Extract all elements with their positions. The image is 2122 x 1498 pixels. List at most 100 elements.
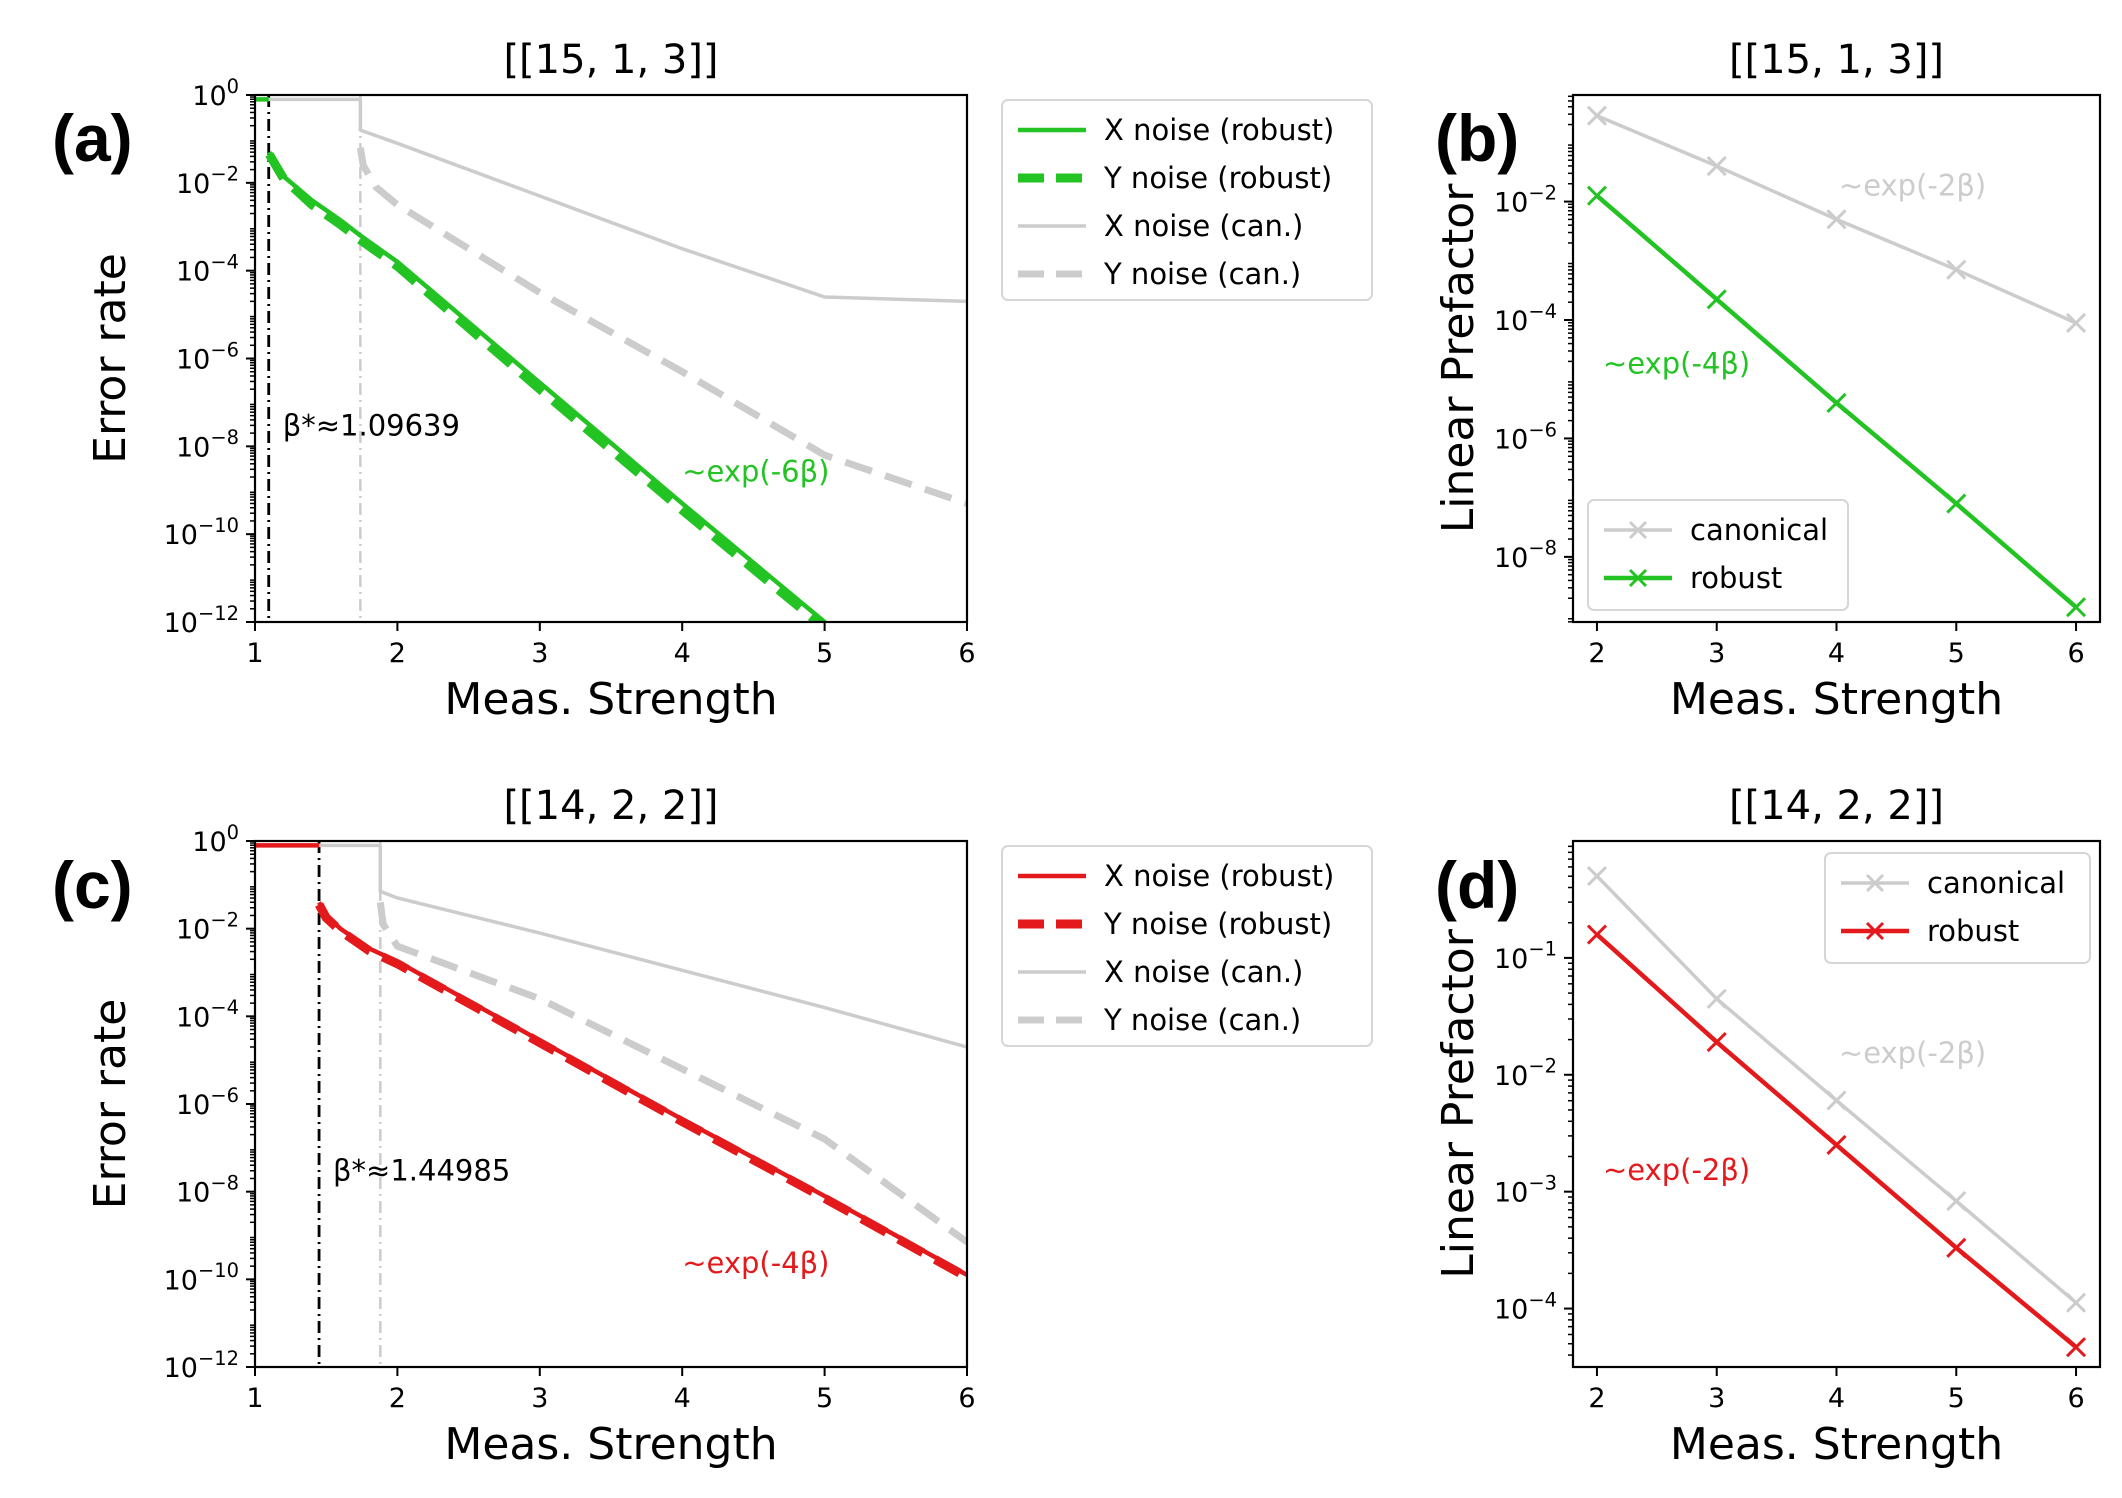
data-marker-robust	[1706, 1031, 1727, 1053]
marker-stroke	[2065, 1292, 2087, 1313]
data-marker-robust	[2065, 1337, 2087, 1358]
legend-label: X noise (can.)	[1104, 209, 1303, 243]
data-marker-canonical	[1586, 105, 1608, 126]
threshold-label: β*≈1.44985	[333, 1154, 510, 1188]
marker-stroke	[1706, 988, 1727, 1009]
data-marker-robust	[1586, 924, 1608, 945]
data-marker-canonical	[2065, 1292, 2087, 1313]
series-line-x-noise-can	[378, 845, 967, 1049]
y-axis-label: Linear Prefactor	[1433, 183, 1484, 534]
x-tick-label: 1	[246, 1383, 263, 1414]
data-marker-robust	[1826, 392, 1847, 413]
plot-area	[1586, 105, 2087, 618]
panel-letter: (b)	[1435, 101, 1519, 175]
x-tick-label: 2	[389, 638, 406, 669]
data-marker-canonical	[1826, 1090, 1847, 1111]
plot-frame	[1571, 93, 2102, 624]
series-line-y-noise-robust	[265, 152, 825, 622]
y-axis-label: Error rate	[85, 999, 136, 1210]
legend: X noise (robust) Y noise (robust) X noise …	[1001, 99, 1373, 301]
x-tick-label: 2	[389, 1383, 406, 1414]
plot-area	[255, 95, 967, 622]
y-tick-label: 10−2	[176, 163, 239, 200]
legend-box	[1824, 852, 2091, 964]
annotation-text: ~exp(-6β)	[682, 454, 829, 488]
annotation-text: ~exp(-2β)	[1839, 169, 1986, 203]
legend-marker	[1628, 568, 1648, 588]
legend-marker	[1865, 921, 1885, 941]
panel-letter: (a)	[52, 101, 133, 175]
marker-stroke	[1586, 105, 1608, 126]
panel-b: (b) [[15, 1, 3]] 10−2 10−4 10−6 10−8 2 3 4 5 6 Meas…	[1433, 37, 2102, 725]
chart-title: [[14, 2, 2]]	[1729, 783, 1944, 829]
data-marker-robust	[1946, 493, 1967, 514]
data-marker-canonical	[1706, 155, 1727, 177]
x-tick-label: 3	[1708, 1383, 1725, 1414]
y-axis-label: Error rate	[85, 253, 136, 464]
series-line-robust	[1595, 932, 2078, 1349]
x-tick-label: 4	[1828, 1383, 1845, 1414]
data-marker-robust	[1706, 289, 1727, 310]
plot-frame	[1571, 839, 2102, 1369]
x-axis-label: Meas. Strength	[444, 674, 777, 725]
chart-title: [[15, 1, 3]]	[503, 37, 718, 83]
legend-label: X noise (robust)	[1104, 859, 1334, 893]
marker-stroke	[1826, 392, 1847, 413]
legend-label: Y noise (robust)	[1103, 907, 1332, 941]
x-tick-label: 3	[531, 1383, 548, 1414]
plot-frame	[253, 839, 969, 1369]
x-tick-label: 3	[531, 638, 548, 669]
data-marker-canonical	[1826, 209, 1847, 230]
y-tick-label: 10−1	[1494, 938, 1557, 975]
marker-stroke	[1586, 185, 1608, 206]
panel-d: (d) [[14, 2, 2]] 10−1 10−2 10−3 10−4 2 3 4 5 6 Meas…	[1433, 783, 2102, 1470]
x-tick-label: 4	[674, 638, 691, 669]
y-axis-label: Linear Prefactor	[1433, 928, 1484, 1279]
x-tick-label: 6	[2067, 1383, 2084, 1414]
legend-label: Y noise (robust)	[1103, 161, 1332, 195]
marker-stroke	[1826, 1134, 1847, 1155]
x-tick-label: 1	[246, 638, 263, 669]
x-tick-label: 6	[958, 1383, 975, 1414]
marker-stroke	[1706, 155, 1727, 177]
x-tick-label: 6	[958, 638, 975, 669]
y-tick-label: 10−2	[1494, 181, 1557, 218]
annotation-text: ~exp(-2β)	[1603, 1153, 1750, 1187]
plot-frame	[253, 93, 969, 624]
marker-stroke	[1946, 1190, 1967, 1212]
y-tick-label: 10−6	[1494, 418, 1557, 455]
data-marker-canonical	[1586, 866, 1608, 887]
series-line-y-noise-robust	[315, 902, 967, 1282]
x-tick-label: 5	[816, 638, 833, 669]
legend-box	[1001, 845, 1373, 1047]
legend-box	[1001, 99, 1373, 301]
series-line-y-noise-can	[356, 147, 967, 507]
legend-label: X noise (can.)	[1104, 955, 1303, 989]
legend-label: robust	[1690, 561, 1782, 595]
y-tick-label: 10−10	[164, 514, 239, 551]
legend: canonical robust	[1587, 499, 1849, 611]
data-marker-canonical	[2065, 312, 2087, 334]
annotation-text: ~exp(-4β)	[682, 1246, 829, 1280]
marker-stroke	[2065, 597, 2087, 618]
threshold-label: β*≈1.09639	[283, 408, 460, 442]
data-marker-robust	[1586, 185, 1608, 206]
y-tick-label: 10−2	[176, 909, 239, 946]
marker-stroke	[2065, 312, 2087, 334]
legend-marker	[1628, 520, 1648, 540]
series-line-y-noise-can	[376, 901, 967, 1245]
y-tick-label: 100	[192, 821, 239, 858]
x-axis-label: Meas. Strength	[1670, 674, 2003, 725]
marker-stroke	[2065, 1337, 2087, 1358]
annotation-text: ~exp(-2β)	[1839, 1036, 1986, 1070]
x-tick-label: 3	[1708, 638, 1725, 669]
y-tick-label: 10−2	[1494, 1055, 1557, 1092]
x-tick-label: 5	[1948, 1383, 1965, 1414]
legend-label: canonical	[1690, 513, 1828, 547]
x-axis-label: Meas. Strength	[1670, 1419, 2003, 1470]
chart-title: [[14, 2, 2]]	[503, 783, 718, 829]
data-marker-robust	[1826, 1134, 1847, 1155]
legend-box	[1587, 499, 1849, 611]
marker-stroke	[1946, 493, 1967, 514]
